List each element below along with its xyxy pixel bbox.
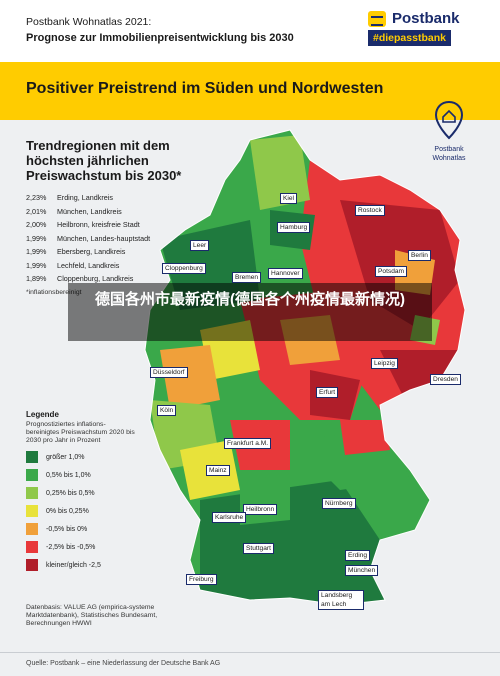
legend-item: -0,5% bis 0% <box>26 523 176 535</box>
list-item: 1,99% München, Landes-hauptstadt <box>26 233 176 244</box>
trend-region: Erding, Landkreis <box>57 193 113 202</box>
trend-region: Cloppenburg, Landkreis <box>57 274 134 283</box>
city-label-muenchen: München <box>345 565 379 576</box>
legend-item: 0% bis 0,25% <box>26 505 176 517</box>
trend-value: 1,99% <box>26 247 47 256</box>
list-item: 2,01% München, Landkreis <box>26 206 176 217</box>
city-label-dresden: Dresden <box>430 374 461 385</box>
city-label-bremen: Bremen <box>232 272 262 283</box>
city-label-frankfurt: Frankfurt a.M. <box>224 438 272 449</box>
legend-label: -0,5% bis 0% <box>46 525 88 533</box>
city-label-stuttgart: Stuttgart <box>243 543 274 554</box>
city-label-kiel: Kiel <box>280 193 297 204</box>
legend-label: -2,5% bis -0,5% <box>46 543 96 551</box>
list-item: 1,99% Ebersberg, Landkreis <box>26 247 176 257</box>
data-source: Datenbasis: VALUE AG (empirica-systeme M… <box>26 604 158 627</box>
city-label-mainz: Mainz <box>206 465 230 476</box>
list-item: 2,00% Heilbronn, kreisfreie Stadt <box>26 220 176 230</box>
legend-label: 0,5% bis 1,0% <box>46 471 91 479</box>
trend-region: München, Landes-hauptstadt <box>57 233 151 243</box>
legend-label: 0% bis 0,25% <box>46 507 89 515</box>
city-label-hannover: Hannover <box>268 268 303 279</box>
city-label-heilbronn: Heilbronn <box>243 504 278 515</box>
legend-swatch <box>26 505 38 517</box>
legend: Legende Prognostiziertes inflations-bere… <box>26 410 176 571</box>
legend-item: 0,5% bis 1,0% <box>26 469 176 481</box>
list-item: 2,23% Erding, Landkreis <box>26 193 176 203</box>
atlas-subtitle: Prognose zur Immobilienpreisentwicklung … <box>26 32 294 44</box>
legend-item: 0,25% bis 0,5% <box>26 487 176 499</box>
logo-name: Postbank <box>392 10 460 27</box>
caption-overlay <box>68 283 432 341</box>
legend-title: Legende <box>26 410 59 419</box>
list-item: 1,99% Lechfeld, Landkreis <box>26 260 176 271</box>
trend-value: 2,01% <box>26 206 47 216</box>
trend-region: München, Landkreis <box>57 206 122 216</box>
legend-swatch <box>26 559 38 571</box>
city-label-karlsruhe: Karlsruhe <box>212 512 247 523</box>
home-pin-icon <box>434 100 464 140</box>
badge-line2: Wohnatlas <box>432 155 466 162</box>
trend-value: 1,99% <box>26 260 47 270</box>
city-label-leer: Leer <box>190 240 210 251</box>
trend-value: 1,99% <box>26 233 47 243</box>
city-label-hamburg: Hamburg <box>277 222 311 233</box>
legend-swatch <box>26 541 38 553</box>
legend-description: Prognostiziertes inflations-bereinigtes … <box>26 421 135 444</box>
postbank-logo: Postbank #diepasstbank <box>368 10 476 54</box>
city-label-nuernberg: Nürnberg <box>322 498 356 509</box>
city-label-koeln: Köln <box>157 405 177 416</box>
caption-text: 德国各州市最新疫情(德国各个州疫情最新情况) <box>95 291 405 308</box>
trend-list: 2,23% Erding, Landkreis 2,01% München, Lan… <box>26 193 176 296</box>
city-label-potsdam: Potsdam <box>375 266 408 277</box>
germany-map <box>144 129 466 606</box>
trend-title: Trendregionen mit dem höchsten jährliche… <box>26 138 182 183</box>
postbank-emblem-icon <box>368 10 386 27</box>
badge-line1: Postbank <box>434 146 464 153</box>
trend-region: Lechfeld, Landkreis <box>57 260 120 270</box>
wohnatlas-badge: Postbank Wohnatlas <box>432 100 466 164</box>
trend-region: Ebersberg, Landkreis <box>57 247 126 256</box>
city-label-erfurt: Erfurt <box>316 387 339 398</box>
city-label-duesseldorf: Düsseldorf <box>150 367 188 378</box>
source-credit: Quelle: Postbank – eine Niederlassung de… <box>26 660 221 667</box>
city-label-rostock: Rostock <box>355 205 385 216</box>
legend-swatch <box>26 469 38 481</box>
trend-region: Heilbronn, kreisfreie Stadt <box>57 220 140 229</box>
city-label-leipzig: Leipzig <box>371 358 398 369</box>
legend-label: 0,25% bis 0,5% <box>46 489 95 497</box>
trend-value: 2,00% <box>26 220 47 229</box>
logo-hashtag: #diepasstbank <box>368 30 451 46</box>
trend-value: 1,89% <box>26 274 47 283</box>
page-headline: Positiver Preistrend im Süden und Nordwe… <box>26 80 384 97</box>
legend-swatch <box>26 523 38 535</box>
legend-swatch <box>26 451 38 463</box>
city-label-berlin: Berlin <box>408 250 431 261</box>
city-label-cloppenburg: Cloppenburg <box>162 263 206 274</box>
legend-swatch <box>26 487 38 499</box>
divider <box>0 652 500 653</box>
legend-label: kleiner/gleich -2,5 <box>46 561 101 569</box>
top-bar: Postbank Wohnatlas 2021: Prognose zur Im… <box>0 0 500 62</box>
trend-value: 2,23% <box>26 193 47 202</box>
headline-band <box>0 62 500 120</box>
city-label-freiburg: Freiburg <box>186 574 217 585</box>
legend-item: kleiner/gleich -2,5 <box>26 559 176 571</box>
list-item: 1,89% Cloppenburg, Landkreis <box>26 274 176 284</box>
legend-label: größer 1,0% <box>46 453 85 461</box>
atlas-title: Postbank Wohnatlas 2021: <box>26 16 152 28</box>
trend-footnote: *inflationsbereinigt <box>26 288 82 296</box>
legend-item: -2,5% bis -0,5% <box>26 541 176 553</box>
city-label-erding: Erding <box>345 550 371 561</box>
legend-item: größer 1,0% <box>26 451 176 463</box>
city-label-landsberg: Landsberg am Lech <box>318 590 364 610</box>
